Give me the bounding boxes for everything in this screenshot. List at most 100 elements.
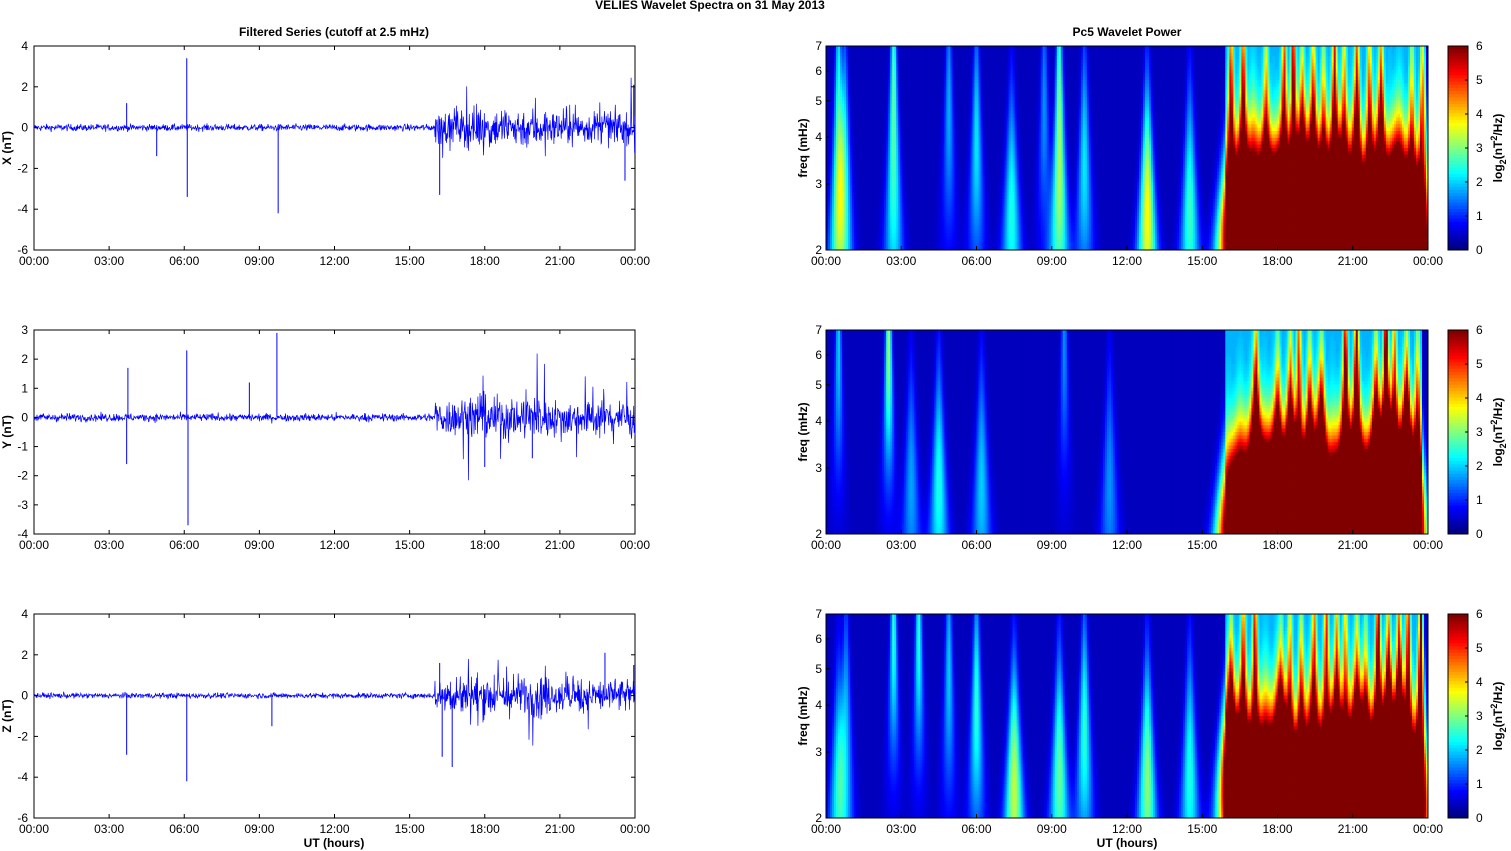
y-tick-label: 3 [815, 745, 822, 759]
y-tick-label: -2 [17, 729, 28, 743]
wavelet-image [826, 46, 1428, 250]
x-tick-label: 12:00 [319, 538, 349, 552]
y-tick-label: 7 [815, 39, 822, 53]
left-xlabel: UT (hours) [304, 836, 365, 850]
colorbar-label: log2(nT2/Hz) [1489, 682, 1508, 751]
y-tick-label: 5 [815, 94, 822, 108]
x-tick-label: 06:00 [961, 254, 991, 268]
y-tick-label: 4 [21, 607, 28, 621]
y-tick-label: 2 [21, 648, 28, 662]
x-tick-label: 00:00 [19, 538, 49, 552]
x-tick-label: 06:00 [169, 538, 199, 552]
colorbar-tick-label: 4 [1476, 675, 1483, 689]
colorbar-tick-label: 1 [1476, 777, 1483, 791]
x-tick-label: 15:00 [395, 538, 425, 552]
colorbar-tick-label: 0 [1476, 811, 1483, 825]
y-tick-label: 3 [815, 461, 822, 475]
x-tick-label: 06:00 [961, 822, 991, 836]
y-tick-label: 0 [21, 410, 28, 424]
y-tick-label: 0 [21, 689, 28, 703]
x-tick-label: 09:00 [244, 254, 274, 268]
x-tick-label: 18:00 [1262, 822, 1292, 836]
colorbar-tick-label: 6 [1476, 39, 1483, 53]
x-tick-label: 00:00 [620, 254, 650, 268]
y-tick-label: -4 [17, 202, 28, 216]
right-xlabel: UT (hours) [1097, 836, 1158, 850]
colorbar-tick-label: 2 [1476, 459, 1483, 473]
x-tick-label: 09:00 [244, 822, 274, 836]
series-panel-x: 420-2-4-600:00 03:00 06:00 09:00 12:00 15:00 1… [0, 39, 650, 268]
x-tick-label: 18:00 [470, 822, 500, 836]
x-tick-label: 21:00 [1338, 538, 1368, 552]
y-tick-label: 7 [815, 323, 822, 337]
colorbar-tick-label: 1 [1476, 493, 1483, 507]
colorbar: 0 1 2 3 4 5 6 log2(nT2/Hz) [1448, 607, 1508, 825]
colorbar-tick-label: 3 [1476, 425, 1483, 439]
colorbar-tick-label: 5 [1476, 357, 1483, 371]
y-tick-label: 2 [21, 352, 28, 366]
x-tick-label: 00:00 [620, 538, 650, 552]
x-tick-label: 21:00 [545, 822, 575, 836]
x-tick-label: 03:00 [886, 254, 916, 268]
colorbar-tick-label: 2 [1476, 743, 1483, 757]
plot-area [34, 614, 635, 818]
y-tick-label: -2 [17, 161, 28, 175]
left-column-title: Filtered Series (cutoff at 2.5 mHz) [239, 25, 429, 39]
wavelet-image [826, 614, 1428, 818]
x-tick-label: 00:00 [811, 538, 841, 552]
x-tick-label: 00:00 [620, 822, 650, 836]
x-tick-label: 18:00 [470, 254, 500, 268]
y-tick-label: 3 [21, 323, 28, 337]
colorbar-tick-label: 5 [1476, 641, 1483, 655]
plot-area [34, 330, 635, 534]
x-tick-label: 09:00 [1037, 822, 1067, 836]
y-tick-label: 5 [815, 662, 822, 676]
y-tick-label: 5 [815, 378, 822, 392]
x-tick-label: 00:00 [811, 254, 841, 268]
x-tick-label: 21:00 [545, 538, 575, 552]
x-tick-label: 00:00 [1413, 822, 1443, 836]
wavelet-image [826, 330, 1428, 534]
y-tick-label: 7 [815, 607, 822, 621]
x-tick-label: 00:00 [1413, 254, 1443, 268]
x-tick-label: 09:00 [1037, 254, 1067, 268]
x-tick-label: 03:00 [886, 822, 916, 836]
x-tick-label: 03:00 [94, 538, 124, 552]
x-tick-label: 18:00 [1262, 254, 1292, 268]
y-tick-label: -1 [17, 440, 28, 454]
figure-title: VELIES Wavelet Spectra on 31 May 2013 [595, 0, 825, 12]
colorbar-tick-label: 3 [1476, 709, 1483, 723]
x-tick-label: 00:00 [1413, 538, 1443, 552]
x-tick-label: 18:00 [470, 538, 500, 552]
x-tick-label: 03:00 [886, 538, 916, 552]
y-tick-label: 4 [21, 39, 28, 53]
x-tick-label: 21:00 [545, 254, 575, 268]
colorbar-tick-label: 6 [1476, 607, 1483, 621]
x-tick-label: 15:00 [1187, 538, 1217, 552]
colorbar-tick-label: 0 [1476, 243, 1483, 257]
x-tick-label: 00:00 [19, 254, 49, 268]
colorbar-tick-label: 3 [1476, 141, 1483, 155]
x-tick-label: 18:00 [1262, 538, 1292, 552]
panels: 420-2-4-600:00 03:00 06:00 09:00 12:00 15:00 1… [0, 39, 1508, 836]
x-tick-label: 12:00 [1112, 254, 1142, 268]
x-tick-label: 09:00 [1037, 538, 1067, 552]
colorbar-tick-label: 0 [1476, 527, 1483, 541]
x-tick-label: 15:00 [395, 822, 425, 836]
series-panel-z: 420-2-4-600:00 03:00 06:00 09:00 12:00 15:00 1… [0, 607, 650, 836]
colorbar-tick-label: 5 [1476, 73, 1483, 87]
x-tick-label: 21:00 [1338, 822, 1368, 836]
x-tick-label: 12:00 [319, 254, 349, 268]
y-axis-label: Y (nT) [0, 415, 14, 449]
y-tick-label: -2 [17, 469, 28, 483]
x-tick-label: 21:00 [1338, 254, 1368, 268]
y-tick-label: 6 [815, 64, 822, 78]
y-tick-label: 2 [21, 80, 28, 94]
y-tick-label: 4 [815, 698, 822, 712]
